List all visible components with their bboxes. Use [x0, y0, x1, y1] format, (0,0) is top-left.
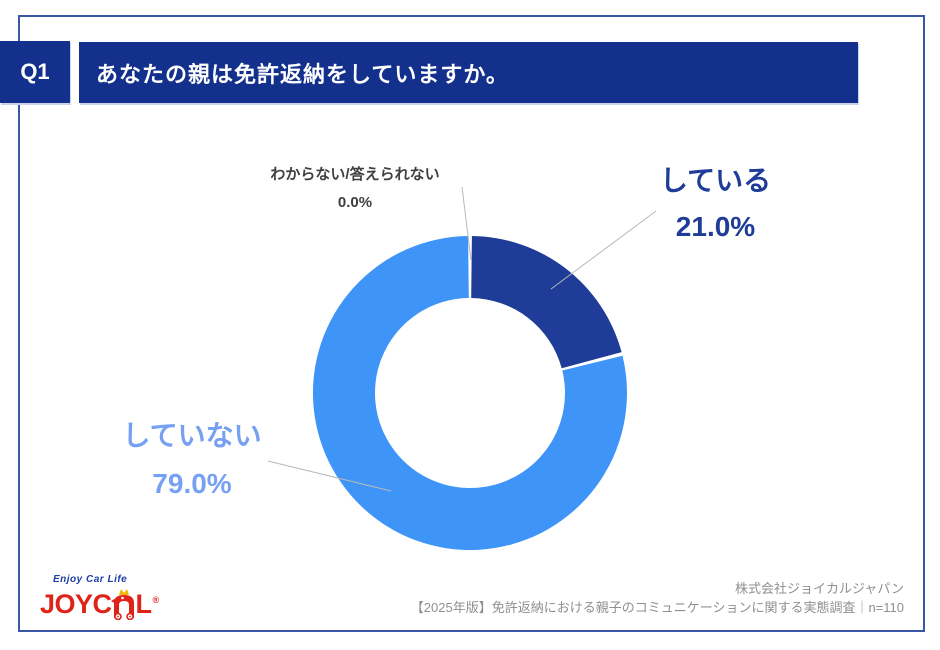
- logo-brand: JOYC L ®: [40, 585, 160, 620]
- callout-unknown: わからない/答えられない 0.0%: [235, 161, 475, 217]
- leader-line-yes: [550, 210, 657, 290]
- credit: 株式会社ジョイカルジャパン 【2025年版】免許返納における親子のコミュニケーシ…: [411, 579, 904, 617]
- donut-segment-1: [312, 236, 627, 550]
- leader-line-no: [267, 460, 392, 492]
- donut-segment-0: [471, 236, 622, 369]
- slide-border: [18, 15, 925, 632]
- callout-no-label: していない: [122, 420, 262, 451]
- question-number-box: Q1: [0, 41, 70, 103]
- callout-yes: している 21.0%: [638, 158, 793, 250]
- callout-unknown-pct: 0.0%: [337, 194, 373, 211]
- question-title-banner: あなたの親は免許返納をしていますか。: [79, 42, 858, 103]
- credit-survey: 【2025年版】免許返納における親子のコミュニケーションに関する実態調査｜n=1…: [410, 600, 904, 615]
- credit-company: 株式会社ジョイカルジャパン: [734, 581, 904, 596]
- callout-no: していない 79.0%: [112, 412, 272, 508]
- logo-tagline: Enjoy Car Life: [53, 574, 128, 585]
- joycal-mascot-icon: [110, 589, 134, 620]
- question-number: Q1: [20, 59, 50, 84]
- joycal-logo: Enjoy Car Life JOYC L ®: [40, 574, 160, 620]
- logo-brand-left: JOYC: [40, 589, 112, 619]
- leader-line-unknown: [461, 186, 472, 261]
- callout-yes-pct: 21.0%: [675, 211, 756, 242]
- callout-unknown-label: わからない/答えられない: [270, 166, 440, 183]
- donut-segments: [312, 236, 627, 550]
- logo-brand-right: L: [135, 589, 153, 619]
- logo-registered-mark: ®: [152, 595, 160, 605]
- question-title: あなたの親は免許返納をしていますか。: [96, 61, 509, 87]
- callout-no-pct: 79.0%: [152, 468, 232, 499]
- callout-yes-label: している: [659, 165, 772, 196]
- leader-lines: [267, 186, 657, 492]
